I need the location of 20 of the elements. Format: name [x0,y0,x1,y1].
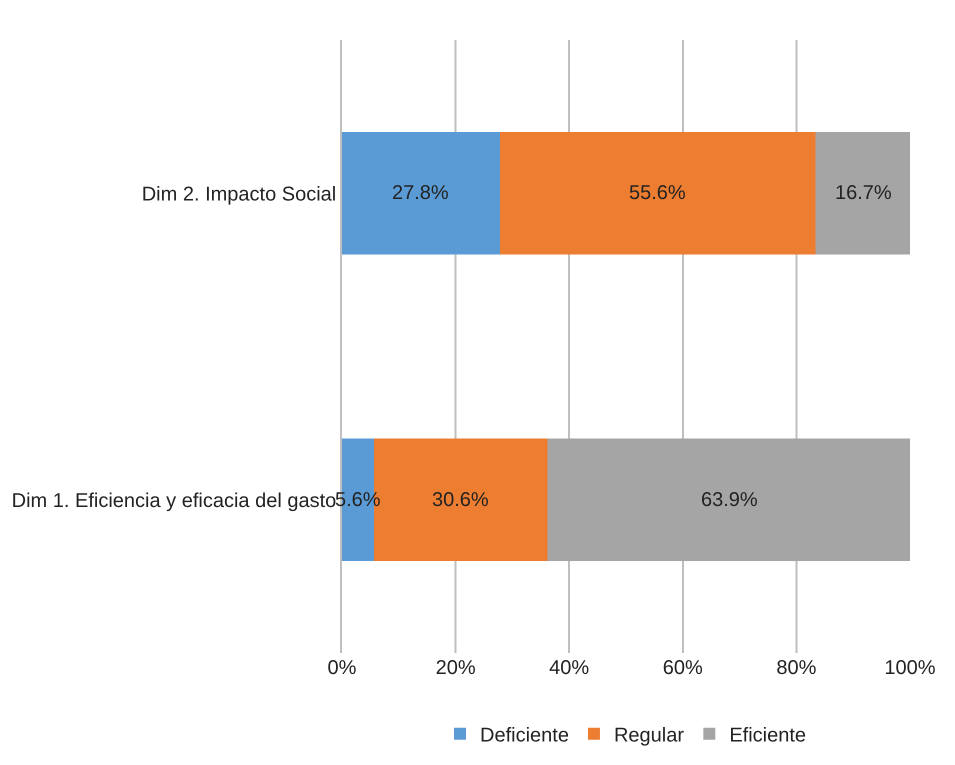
legend-label: Eficiente [729,724,806,747]
legend-label: Deficiente [480,724,569,747]
y-tick-label: Dim 1. Eficiencia y eficacia del gasto [12,490,336,512]
bar [500,132,816,255]
legend-label: Regular [614,724,684,747]
data-label: 27.8% [392,182,449,204]
data-label: 63.9% [701,489,758,511]
y-tick-label: Dim 2. Impacto Social [142,183,336,206]
bar [342,132,500,255]
bar [548,438,910,562]
x-tick-label: 80% [776,657,817,679]
bar [816,132,910,255]
x-tick-label: 60% [662,657,704,679]
data-label: 30.6% [432,489,489,511]
data-label: 55.6% [629,182,686,204]
data-label: 16.7% [835,182,892,204]
x-tick-label: 100% [884,657,936,679]
x-tick-label: 20% [436,657,476,679]
x-tick-label: 0% [328,657,357,679]
x-tick-label: 40% [549,657,590,679]
